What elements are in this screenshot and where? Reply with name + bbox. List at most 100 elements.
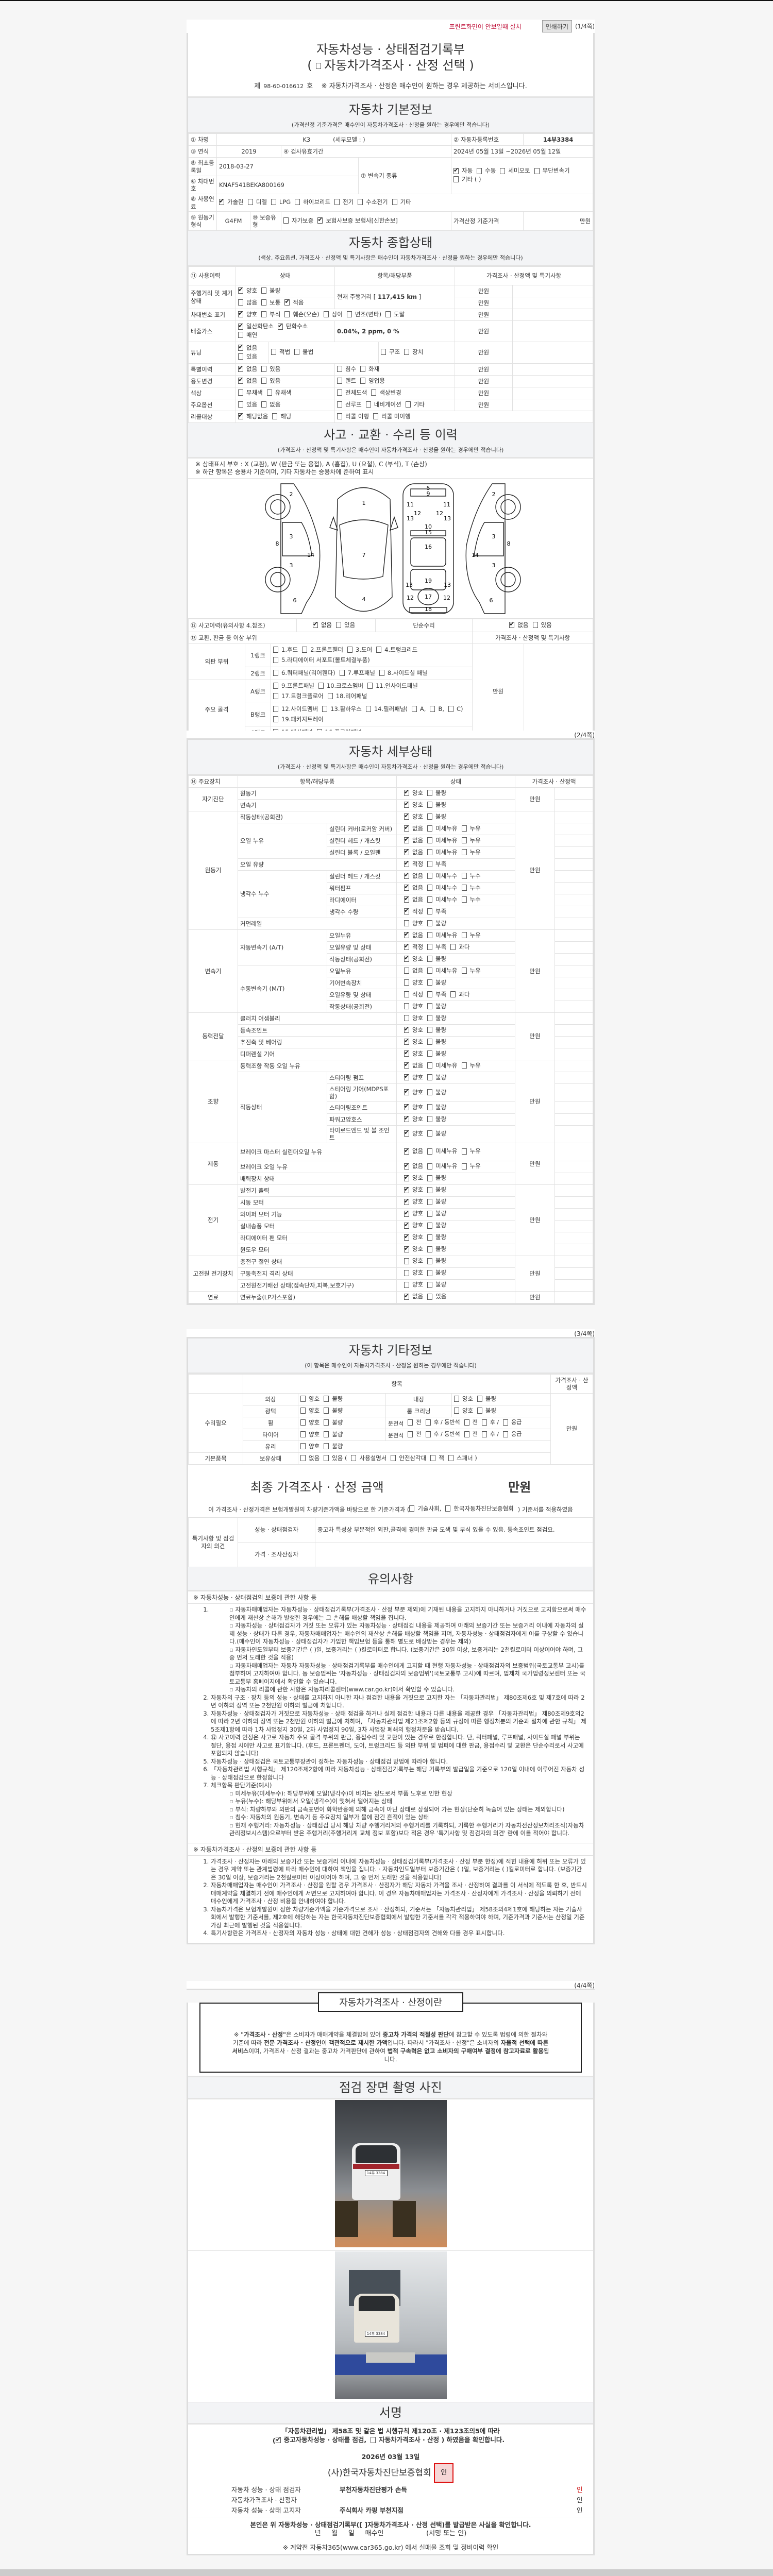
checkbox-option[interactable]: 없음 [404,883,423,891]
checkbox-option[interactable]: 미세누유 [427,837,458,844]
checkbox-option[interactable]: 불량 [324,1443,343,1450]
checkbox[interactable] [404,920,409,926]
checkbox[interactable] [273,647,278,653]
price-input[interactable] [554,870,593,883]
price-input[interactable] [512,399,593,411]
checkbox[interactable] [238,401,243,408]
checkbox-option[interactable]: 불량 [427,1130,446,1137]
checkbox[interactable] [404,836,409,843]
checkbox[interactable] [427,943,433,950]
checkbox[interactable] [312,620,318,628]
checkbox[interactable] [346,311,352,317]
checkbox[interactable] [404,812,409,820]
checkbox[interactable] [271,349,276,355]
checkbox-option[interactable]: 누유 [461,1062,481,1069]
checkbox-option[interactable]: 없음 [509,620,529,629]
checkbox[interactable] [427,1148,433,1155]
price-input[interactable] [554,1012,593,1025]
checkbox-option[interactable]: 양호 [404,788,423,796]
checkbox-option[interactable]: 잭 [430,1454,444,1462]
price-input[interactable] [554,1113,593,1126]
checkbox-option[interactable]: 전 [464,1431,478,1438]
checkbox[interactable] [404,991,409,997]
checkbox-option[interactable]: 미세누유 [427,1162,458,1170]
checkbox[interactable] [404,954,409,962]
checkbox[interactable] [427,1269,433,1276]
price-input[interactable] [554,1072,593,1084]
checkbox[interactable] [337,365,342,372]
price-input[interactable] [554,1184,593,1197]
checkbox-option[interactable]: 불량 [427,1104,446,1111]
checkbox[interactable] [266,389,272,396]
checkbox-option[interactable]: A, [411,704,426,714]
checkbox[interactable] [427,1130,433,1137]
checkbox[interactable] [461,896,467,903]
checkbox[interactable] [427,1089,433,1095]
checkbox[interactable] [509,620,514,628]
checkbox-option[interactable]: 구조 [381,348,400,355]
checkbox-option[interactable]: 상이 [323,311,343,318]
checkbox-option[interactable]: 양호 [404,1269,423,1276]
checkbox[interactable] [404,859,409,867]
checkbox-option[interactable]: 14.필러패널( [365,704,408,714]
checkbox[interactable] [404,788,409,796]
checkbox-option[interactable]: 없음 [404,1162,423,1170]
checkbox-option[interactable]: 양호 [404,1037,423,1045]
checkbox-option[interactable]: 양호 [404,1003,423,1010]
checkbox[interactable] [427,789,433,796]
checkbox[interactable] [324,1454,329,1461]
checkbox[interactable] [334,199,340,206]
checkbox[interactable] [337,389,342,396]
checkbox-option[interactable]: 수동 [477,167,496,174]
checkbox[interactable] [405,401,411,408]
checkbox-option[interactable]: 없음 [238,364,257,372]
checkbox[interactable] [427,1210,433,1217]
checkbox[interactable] [404,1061,409,1069]
checkbox[interactable] [404,895,409,903]
checkbox-option[interactable]: 부족 [427,908,446,915]
checkbox-option[interactable]: 누유 [461,825,481,832]
checkbox[interactable] [337,377,342,384]
checkbox[interactable] [404,942,409,950]
checkbox[interactable] [430,706,435,712]
checkbox-option[interactable]: 운전석 [388,1420,404,1427]
checkbox-option[interactable]: 양호 [404,1185,423,1193]
price-input[interactable] [554,799,593,811]
checkbox-option[interactable]: 전 [464,1419,478,1426]
checkbox[interactable] [411,706,417,712]
checkbox-option[interactable]: 미세누유 [427,1062,458,1069]
checkbox[interactable] [481,1431,487,1437]
price-input[interactable] [554,1255,593,1268]
price-input[interactable] [554,1083,593,1102]
price-input[interactable] [554,1060,593,1072]
checkbox-option[interactable]: 보통 [261,299,280,306]
checkbox[interactable] [339,670,345,676]
checkbox[interactable] [427,813,433,820]
checkbox-option[interactable]: 사용설명서 [351,1454,386,1462]
checkbox-option[interactable]: 없음 [404,836,423,844]
checkbox-option[interactable]: 변조(변타) [346,311,381,318]
checkbox-option[interactable]: 없음 [238,343,257,351]
checkbox[interactable] [273,706,278,712]
checkbox-option[interactable]: 적정 [404,942,423,951]
checkbox[interactable] [391,1454,396,1461]
checkbox-option[interactable]: 양호 [404,1233,423,1241]
checkbox[interactable] [461,931,467,938]
checkbox[interactable] [404,979,409,986]
checkbox-option[interactable]: 해당없음 [238,412,268,420]
price-input[interactable] [554,941,593,954]
checkbox-option[interactable]: 양호 [404,1281,423,1288]
checkbox[interactable] [404,907,409,914]
checkbox[interactable] [404,1129,409,1137]
checkbox-option[interactable]: 응급 [503,1431,522,1438]
checkbox[interactable] [450,991,456,997]
checkbox-option[interactable]: 양호 [404,1245,423,1252]
checkbox[interactable] [373,413,378,419]
price-input[interactable] [554,989,593,1001]
checkbox-option[interactable]: 미세누수 [427,872,458,879]
checkbox[interactable] [300,1419,306,1426]
checkbox-option[interactable]: 렌트 [337,377,356,384]
checkbox-option[interactable]: 미세누수 [427,896,458,903]
checkbox-option[interactable]: 4.트렁크리드 [376,645,417,654]
checkbox[interactable] [261,299,267,306]
